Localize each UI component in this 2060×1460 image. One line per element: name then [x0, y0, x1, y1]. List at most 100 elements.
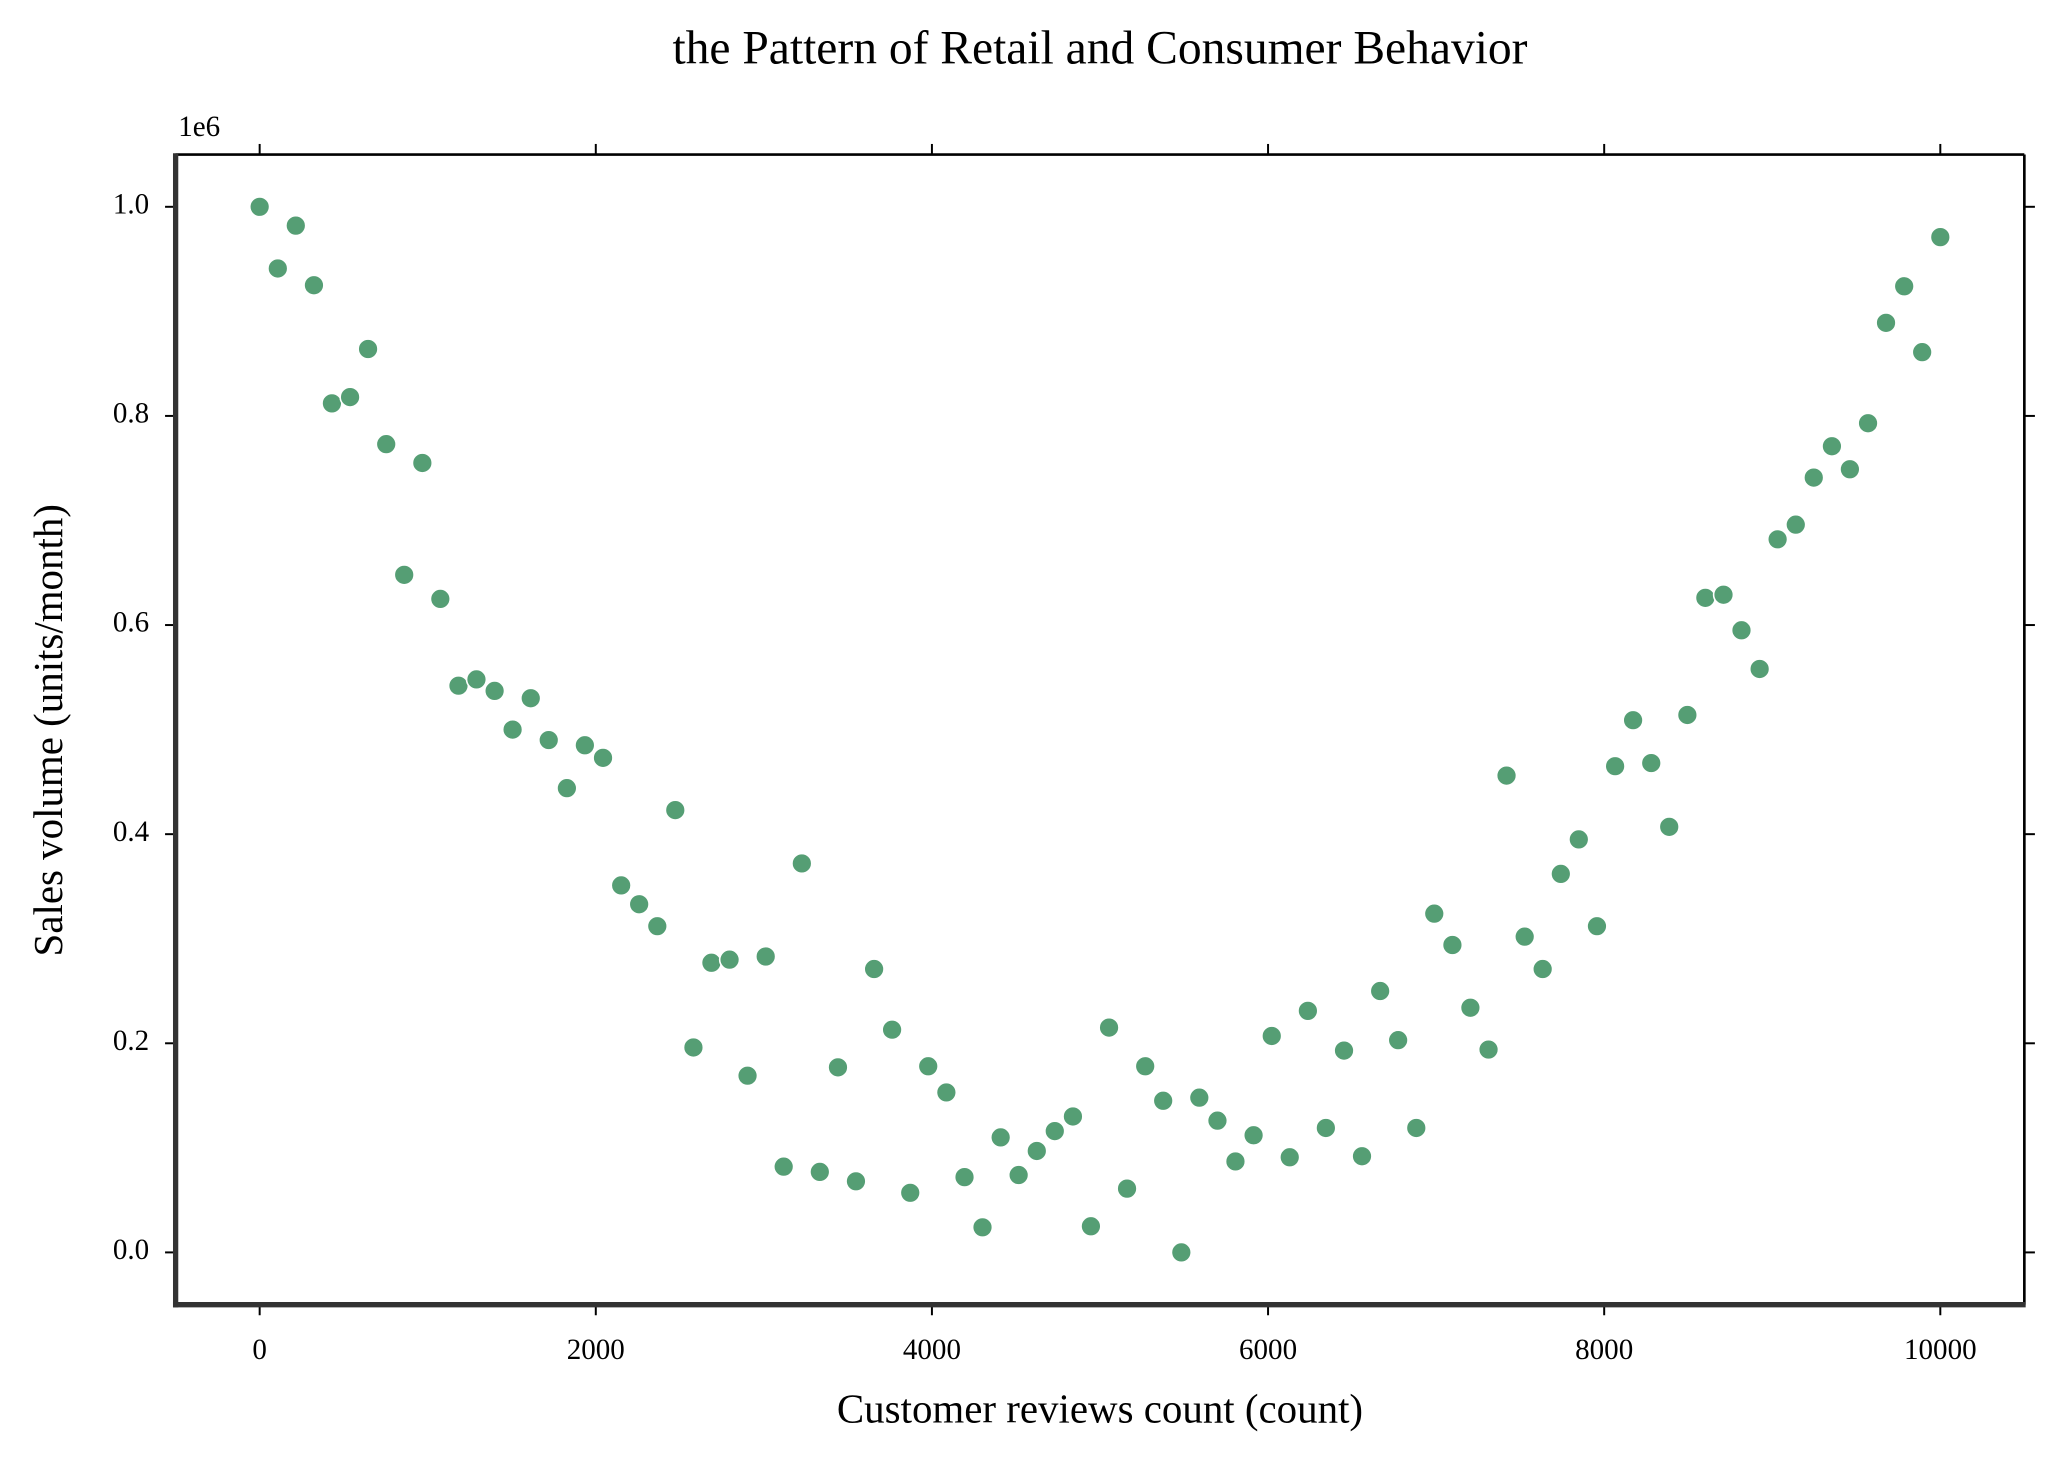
x-tick-label: 2000 [567, 1334, 625, 1366]
point [520, 687, 542, 709]
y-tick-label: 0.8 [113, 398, 149, 430]
point [1423, 902, 1445, 925]
point [1513, 925, 1536, 948]
point [772, 1155, 795, 1178]
point [1857, 412, 1879, 434]
chart-title: the Pattern of Retail and Consumer Behav… [672, 23, 1527, 75]
point [357, 338, 379, 360]
y-tick-label: 1.0 [113, 188, 149, 220]
point [1369, 980, 1391, 1002]
point [1315, 1117, 1337, 1139]
point [1441, 934, 1464, 956]
y-axis-label: Sales volume (units/month) [26, 504, 71, 956]
point [1080, 1215, 1102, 1237]
point [339, 386, 361, 408]
point [1333, 1039, 1355, 1062]
point [267, 257, 289, 280]
x-tick-label: 6000 [1239, 1334, 1297, 1366]
point [755, 945, 777, 968]
point [1929, 226, 1952, 248]
point [1098, 1016, 1120, 1039]
point [628, 893, 650, 915]
point [393, 564, 415, 586]
point [1044, 1120, 1066, 1142]
y-offset-label: 1e6 [178, 111, 220, 143]
point [827, 1056, 849, 1079]
point [248, 196, 271, 218]
point [1206, 1109, 1229, 1132]
point [1261, 1025, 1283, 1047]
point [1586, 915, 1608, 937]
point [1712, 584, 1735, 606]
point [1748, 658, 1771, 680]
x-tick-label: 4000 [903, 1334, 961, 1366]
point [863, 958, 885, 980]
point [1676, 704, 1699, 726]
point [1785, 513, 1807, 536]
point [411, 452, 434, 474]
point [1297, 1000, 1319, 1022]
point [610, 874, 632, 897]
point [1911, 341, 1933, 363]
point [1116, 1177, 1138, 1200]
point [592, 747, 614, 769]
point [1152, 1090, 1174, 1112]
point [1550, 863, 1572, 885]
point [736, 1065, 759, 1087]
point [809, 1161, 831, 1183]
point [1531, 958, 1554, 980]
point [1279, 1146, 1301, 1168]
point [1495, 764, 1518, 787]
point [1622, 709, 1644, 731]
point [1188, 1086, 1211, 1109]
point [429, 588, 452, 610]
point [682, 1036, 705, 1059]
point [1604, 755, 1626, 777]
point [303, 274, 325, 296]
point [501, 718, 524, 741]
point [465, 668, 488, 691]
point [1568, 828, 1590, 851]
point [1893, 275, 1915, 297]
y-tick-label: 0.6 [113, 607, 149, 639]
point [646, 915, 668, 937]
point [881, 1018, 903, 1041]
point [285, 214, 307, 237]
point [1026, 1140, 1048, 1162]
point [1134, 1055, 1156, 1077]
point [1387, 1029, 1409, 1051]
point [791, 852, 813, 875]
point [1821, 435, 1843, 457]
point [935, 1081, 958, 1104]
point [1405, 1117, 1427, 1139]
y-tick-label: 0.0 [113, 1234, 149, 1266]
point [1766, 528, 1789, 550]
x-axis-label: Customer reviews count (count) [837, 1386, 1363, 1431]
point [1224, 1150, 1247, 1173]
point [447, 674, 470, 697]
y-tick-label: 0.2 [113, 1025, 149, 1057]
point [664, 799, 686, 821]
point [899, 1182, 921, 1204]
point [574, 734, 596, 756]
point [538, 729, 560, 751]
x-tick-label: 0 [252, 1334, 267, 1366]
point [556, 777, 578, 799]
point [321, 392, 343, 415]
x-tick-label: 8000 [1575, 1334, 1633, 1366]
point [917, 1055, 939, 1077]
point [1351, 1145, 1373, 1167]
point [971, 1216, 994, 1239]
point [1839, 458, 1861, 480]
point [1694, 587, 1717, 609]
point [483, 680, 506, 702]
point [1730, 619, 1753, 641]
point [953, 1166, 976, 1188]
point [1242, 1124, 1265, 1146]
point [1170, 1241, 1193, 1264]
point [1875, 312, 1897, 334]
y-tick-label: 0.4 [113, 816, 150, 848]
point [1477, 1038, 1500, 1061]
